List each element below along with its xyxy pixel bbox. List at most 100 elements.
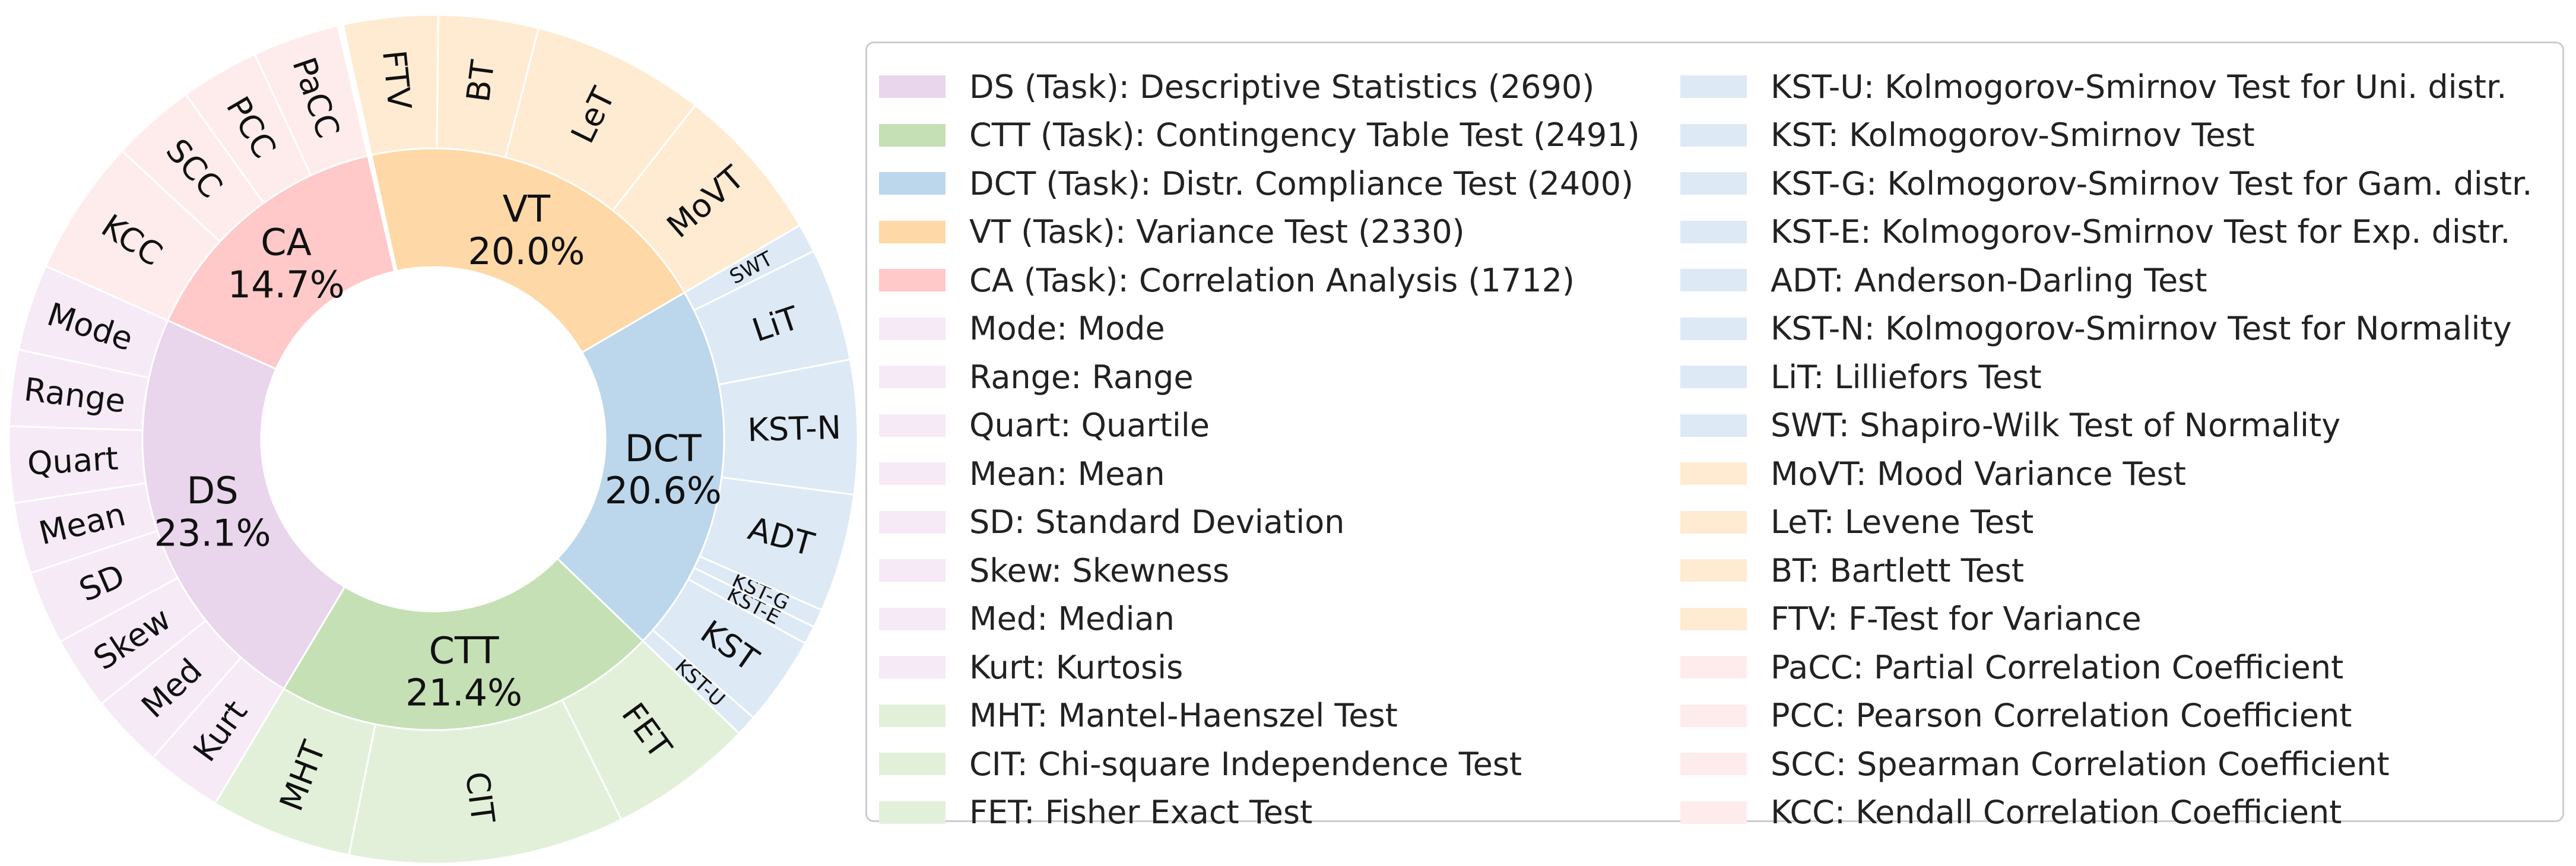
legend-item: Mean: Mean bbox=[879, 449, 1165, 498]
legend-item: CTT (Task): Contingency Table Test (2491… bbox=[879, 111, 1640, 160]
legend-label: KST-E: Kolmogorov-Smirnov Test for Exp. … bbox=[1771, 213, 2511, 250]
legend-item: KCC: Kendall Correlation Coefficient bbox=[1680, 788, 2342, 837]
legend-item: LeT: Levene Test bbox=[1680, 498, 2033, 547]
legend-label: Med: Median bbox=[969, 600, 1175, 637]
legend-item: Mode: Mode bbox=[879, 304, 1165, 353]
legend-item: FTV: F-Test for Variance bbox=[1680, 595, 2142, 643]
inner-sector-ctt bbox=[283, 557, 645, 731]
outer-label-bt: BT bbox=[459, 58, 502, 104]
legend-item: DS (Task): Descriptive Statistics (2690) bbox=[879, 62, 1594, 111]
legend-swatch bbox=[879, 704, 946, 727]
legend-swatch bbox=[1680, 220, 1747, 243]
legend-label: Range: Range bbox=[969, 358, 1194, 396]
legend-swatch bbox=[879, 656, 946, 678]
legend-item: ADT: Anderson-Darling Test bbox=[1680, 256, 2207, 304]
legend-item: PaCC: Partial Correlation Coefficient bbox=[1680, 643, 2343, 691]
inner-label-ds: DS 23.1% bbox=[154, 469, 271, 554]
outer-label-ftv: FTV bbox=[375, 49, 418, 112]
legend-label: MoVT: Mood Variance Test bbox=[1771, 455, 2186, 493]
legend-label: Mean: Mean bbox=[969, 455, 1165, 493]
legend-label: DS (Task): Descriptive Statistics (2690) bbox=[969, 68, 1595, 106]
inner-label-ca: CA 14.7% bbox=[228, 221, 345, 306]
legend-swatch bbox=[1680, 172, 1747, 195]
legend-swatch bbox=[1680, 656, 1747, 678]
legend-swatch bbox=[1680, 123, 1747, 147]
legend-label: KST-G: Kolmogorov-Smirnov Test for Gam. … bbox=[1771, 164, 2533, 202]
legend-swatch bbox=[879, 607, 946, 630]
legend-item: DCT (Task): Distr. Compliance Test (2400… bbox=[879, 159, 1633, 208]
legend-item: KST-G: Kolmogorov-Smirnov Test for Gam. … bbox=[1680, 159, 2532, 208]
legend-label: PaCC: Partial Correlation Coefficient bbox=[1771, 648, 2344, 686]
inner-sector-vt bbox=[370, 147, 686, 354]
legend-swatch bbox=[879, 801, 946, 824]
inner-sector-ca bbox=[166, 154, 396, 370]
legend-label: FTV: F-Test for Variance bbox=[1771, 600, 2142, 637]
legend-label: DCT (Task): Distr. Compliance Test (2400… bbox=[969, 164, 1634, 202]
legend-label: CIT: Chi-square Independence Test bbox=[969, 745, 1522, 783]
legend-label: KST-N: Kolmogorov-Smirnov Test for Norma… bbox=[1771, 310, 2512, 347]
legend-swatch bbox=[879, 753, 946, 775]
outer-label-cit: CIT bbox=[458, 769, 502, 826]
legend-label: MHT: Mantel-Haenszel Test bbox=[969, 697, 1398, 734]
outer-label-quart: Quart bbox=[26, 440, 119, 483]
legend-label: KST-U: Kolmogorov-Smirnov Test for Uni. … bbox=[1771, 68, 2507, 106]
legend-swatch bbox=[879, 172, 946, 195]
legend-swatch bbox=[1680, 462, 1747, 485]
sunburst-chart: PaCCPCCSCCKCCModeRangeQuartMeanSDSkewMed… bbox=[8, 14, 859, 865]
inner-sector-dct bbox=[556, 291, 725, 642]
inner-sector-ds bbox=[141, 319, 347, 690]
legend-item: Range: Range bbox=[879, 353, 1194, 401]
legend-label: LeT: Levene Test bbox=[1771, 503, 2034, 541]
legend-swatch bbox=[1680, 317, 1747, 340]
legend-label: KCC: Kendall Correlation Coefficient bbox=[1771, 794, 2342, 831]
legend-swatch bbox=[1680, 510, 1747, 534]
legend-swatch bbox=[1680, 753, 1747, 775]
legend-label: VT (Task): Variance Test (2330) bbox=[969, 213, 1465, 250]
legend-item: SD: Standard Deviation bbox=[879, 498, 1344, 547]
inner-label-dct: DCT 20.6% bbox=[605, 427, 722, 512]
legend-label: Mode: Mode bbox=[969, 310, 1165, 347]
legend-label: FET: Fisher Exact Test bbox=[969, 794, 1313, 831]
legend-swatch bbox=[879, 269, 946, 291]
legend-swatch bbox=[1680, 704, 1747, 727]
legend-label: Skew: Skewness bbox=[969, 551, 1230, 589]
chart-legend: DS (Task): Descriptive Statistics (2690)… bbox=[865, 42, 2564, 831]
legend-item: MHT: Mantel-Haenszel Test bbox=[879, 691, 1398, 740]
legend-item: BT: Bartlett Test bbox=[1680, 546, 2024, 595]
legend-item: MoVT: Mood Variance Test bbox=[1680, 449, 2186, 498]
legend-label: SCC: Spearman Correlation Coefficient bbox=[1771, 745, 2390, 783]
legend-label: BT: Bartlett Test bbox=[1771, 551, 2025, 589]
legend-label: ADT: Anderson-Darling Test bbox=[1771, 261, 2207, 299]
legend-item: Kurt: Kurtosis bbox=[879, 643, 1183, 691]
legend-label: SD: Standard Deviation bbox=[969, 503, 1345, 541]
legend-item: Med: Median bbox=[879, 595, 1175, 643]
legend-swatch bbox=[879, 75, 946, 98]
legend-swatch bbox=[879, 220, 946, 243]
legend-swatch bbox=[1680, 801, 1747, 824]
legend-item: FET: Fisher Exact Test bbox=[879, 788, 1312, 837]
legend-item: SWT: Shapiro-Wilk Test of Normality bbox=[1680, 401, 2340, 450]
legend-label: CTT (Task): Contingency Table Test (2491… bbox=[969, 116, 1640, 154]
legend-swatch bbox=[879, 317, 946, 340]
legend-swatch bbox=[1680, 366, 1747, 388]
inner-label-ctt: CTT 21.4% bbox=[405, 629, 522, 714]
inner-ring: CA 14.7% DS 23.1% CTT 21.4% DCT 20.6% VT 20.0% bbox=[141, 147, 725, 731]
legend-item: CA (Task): Correlation Analysis (1712) bbox=[879, 256, 1575, 304]
legend-item: PCC: Pearson Correlation Coefficient bbox=[1680, 691, 2352, 740]
legend-item: VT (Task): Variance Test (2330) bbox=[879, 208, 1465, 256]
legend-swatch bbox=[879, 462, 946, 485]
outer-ring: PaCCPCCSCCKCCModeRangeQuartMeanSDSkewMed… bbox=[8, 14, 859, 865]
legend-swatch bbox=[1680, 607, 1747, 630]
legend-item: CIT: Chi-square Independence Test bbox=[879, 740, 1522, 788]
legend-item: KST-N: Kolmogorov-Smirnov Test for Norma… bbox=[1680, 304, 2512, 353]
legend-label: KST: Kolmogorov-Smirnov Test bbox=[1771, 116, 2255, 154]
legend-item: SCC: Spearman Correlation Coefficient bbox=[1680, 740, 2390, 788]
legend-swatch bbox=[1680, 269, 1747, 291]
legend-label: CA (Task): Correlation Analysis (1712) bbox=[969, 261, 1575, 299]
legend-label: Kurt: Kurtosis bbox=[969, 648, 1184, 686]
legend-swatch bbox=[1680, 75, 1747, 98]
legend-swatch bbox=[879, 123, 946, 147]
legend-swatch bbox=[879, 559, 946, 582]
inner-label-vt: VT 20.0% bbox=[468, 188, 585, 273]
